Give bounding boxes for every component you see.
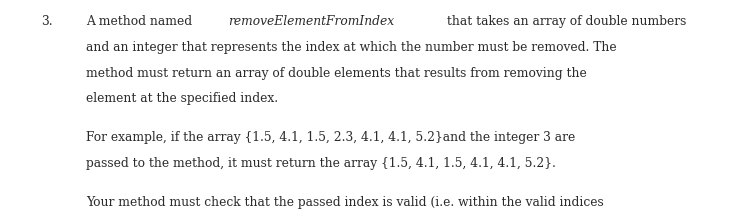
Text: method must return an array of double elements that results from removing the: method must return an array of double el…	[86, 67, 587, 80]
Text: Your method must check that the passed index is valid (i.e. within the valid ind: Your method must check that the passed i…	[86, 196, 604, 209]
Text: removeElementFromIndex: removeElementFromIndex	[228, 15, 394, 28]
Text: that takes an array of double numbers: that takes an array of double numbers	[442, 15, 686, 28]
Text: 3.: 3.	[41, 15, 53, 28]
Text: element at the specified index.: element at the specified index.	[86, 92, 278, 106]
Text: A method named: A method named	[86, 15, 196, 28]
Text: and an integer that represents the index at which the number must be removed. Th: and an integer that represents the index…	[86, 41, 616, 54]
Text: passed to the method, it must return the array {1.5, 4.1, 1.5, 4.1, 4.1, 5.2}.: passed to the method, it must return the…	[86, 157, 556, 170]
Text: For example, if the array {1.5, 4.1, 1.5, 2.3, 4.1, 4.1, 5.2}and the integer 3 a: For example, if the array {1.5, 4.1, 1.5…	[86, 131, 575, 144]
